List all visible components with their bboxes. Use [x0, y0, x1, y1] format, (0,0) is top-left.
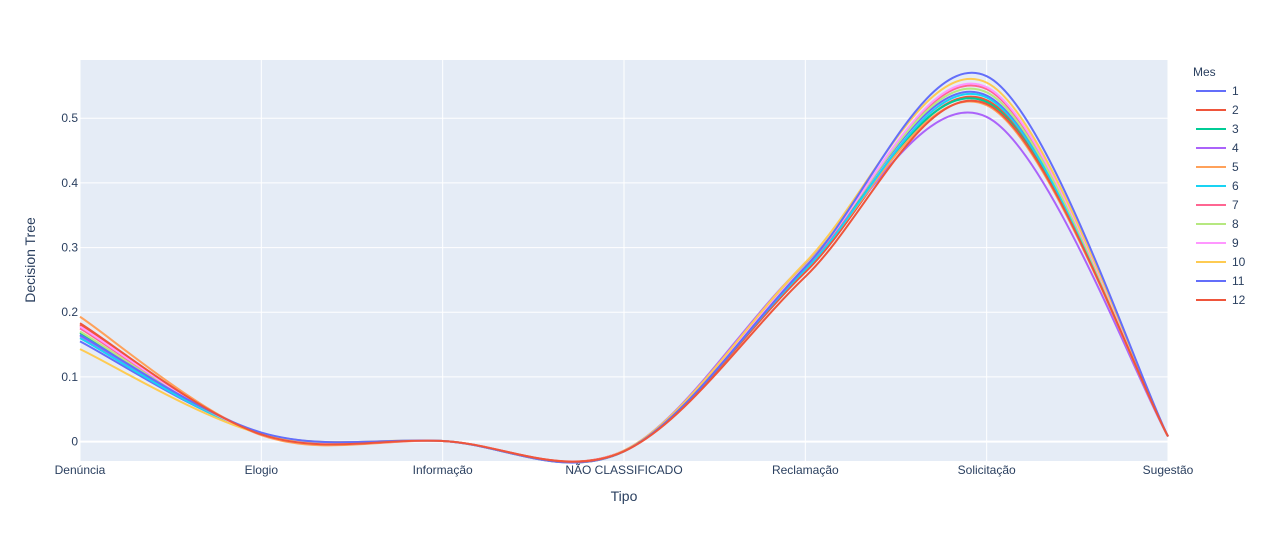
- x-tick-label: Informação: [413, 463, 473, 477]
- legend-item-6[interactable]: 6: [1196, 179, 1239, 193]
- x-tick-label: Sugestão: [1143, 463, 1194, 477]
- legend-item-10[interactable]: 10: [1196, 255, 1246, 269]
- legend-item-7[interactable]: 7: [1196, 198, 1239, 212]
- grid-lines: [79, 60, 1169, 461]
- legend-item-9[interactable]: 9: [1196, 236, 1239, 250]
- legend-label: 12: [1232, 293, 1246, 307]
- legend-label: 7: [1232, 198, 1239, 212]
- legend-label: 6: [1232, 179, 1239, 193]
- y-tick-label: 0.5: [61, 111, 78, 125]
- x-tick-label: NÃO CLASSIFICADO: [565, 463, 682, 477]
- legend-label: 9: [1232, 236, 1239, 250]
- legend-label: 1: [1232, 84, 1239, 98]
- y-tick-label: 0.3: [61, 241, 78, 255]
- legend-label: 11: [1232, 274, 1245, 288]
- legend-item-12[interactable]: 12: [1196, 293, 1246, 307]
- series-line-11[interactable]: [79, 72, 1169, 464]
- legend-label: 10: [1232, 255, 1246, 269]
- x-tick-label: Solicitação: [958, 463, 1016, 477]
- x-tick-label: Elogio: [245, 463, 279, 477]
- legend-label: 5: [1232, 160, 1239, 174]
- y-tick-label: 0.4: [61, 176, 78, 190]
- series-lines: [79, 72, 1169, 464]
- legend-item-11[interactable]: 11: [1196, 274, 1245, 288]
- legend-item-5[interactable]: 5: [1196, 160, 1239, 174]
- axis-ticks: 0 0.1 0.2 0.3 0.4 0.5 Denúncia Elogio Informação…: [55, 111, 1194, 477]
- x-axis-title: Tipo: [611, 488, 638, 504]
- legend-label: 8: [1232, 217, 1239, 231]
- legend-title: Mes: [1193, 65, 1216, 79]
- series-line-12[interactable]: [79, 99, 1169, 463]
- y-tick-label: 0.2: [61, 305, 78, 319]
- legend-label: 2: [1232, 103, 1239, 117]
- legend-item-4[interactable]: 4: [1196, 141, 1239, 155]
- legend-item-3[interactable]: 3: [1196, 122, 1239, 136]
- y-tick-label: 0: [71, 435, 78, 449]
- legend-label: 4: [1232, 141, 1239, 155]
- y-tick-label: 0.1: [61, 370, 78, 384]
- x-tick-label: Reclamação: [772, 463, 839, 477]
- y-axis-title: Decision Tree: [22, 217, 38, 303]
- x-tick-label: Denúncia: [55, 463, 106, 477]
- legend-item-2[interactable]: 2: [1196, 103, 1239, 117]
- legend-item-1[interactable]: 1: [1196, 84, 1239, 98]
- legend-item-8[interactable]: 8: [1196, 217, 1239, 231]
- legend-label: 3: [1232, 122, 1239, 136]
